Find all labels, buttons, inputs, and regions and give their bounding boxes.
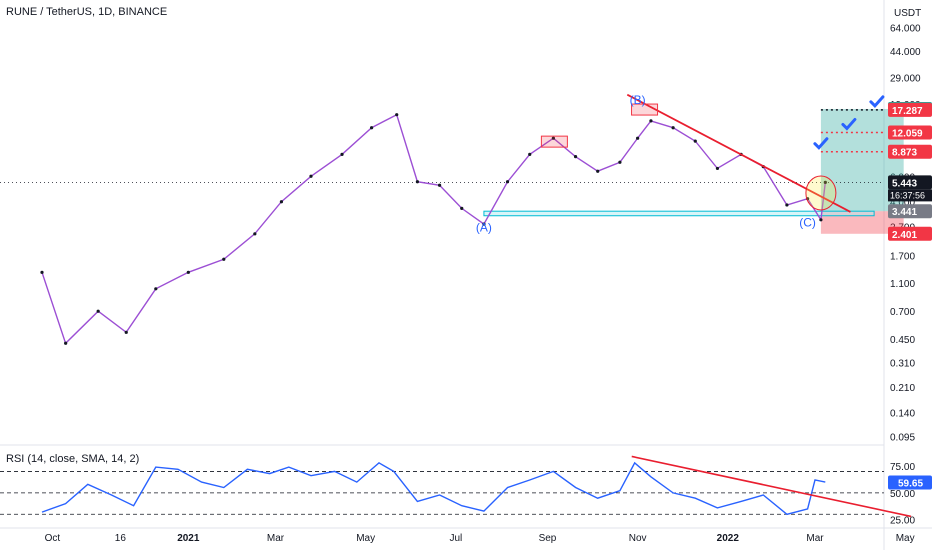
price-point [415,180,420,184]
price-tag-box [888,144,932,159]
price-tag: 5.443 [888,175,932,190]
price-point [460,206,464,210]
y-tick-label: 1.700 [890,251,915,262]
rsi-tick-label: 25.00 [890,516,915,527]
price-point [671,126,675,130]
price-tag-text: 12.059 [892,128,923,139]
price-point [222,257,226,261]
y-tick-label: 0.210 [890,383,915,394]
x-tick-label: 2021 [177,533,200,544]
countdown-box [888,189,932,202]
price-point [40,270,44,274]
wave-label: (C) [799,215,816,229]
peak-marker [631,103,659,116]
price-point [154,287,158,291]
price-point [279,200,284,204]
rsi-legend-label: RSI (14, close, SMA, 14, 2) [6,453,140,465]
price-tag-text: 17.287 [892,106,923,117]
y-tick-label: 0.140 [890,408,915,419]
price-tag: 3.441 [888,204,932,219]
price-point [636,136,640,140]
y-tick-label: 0.450 [890,335,915,346]
price-point [596,169,600,173]
price-point [369,126,374,130]
symbol-title: RUNE / TetherUS, 1D, BINANCE [6,6,168,18]
price-tag-text: 8.873 [892,148,917,159]
y-tick-label: 0.095 [890,433,915,444]
price-tag-text: 2.401 [892,230,917,241]
price-point [253,232,257,236]
wave-label: (B) [630,93,646,107]
price-tag-box [888,204,932,219]
checkmark-icon [813,137,829,150]
price-tag-text: 3.441 [892,207,917,218]
price-point [823,180,827,184]
price-point [96,309,100,313]
price-tag: 8.873 [888,144,932,159]
y-tick-label: 29.000 [890,73,921,84]
x-tick-label: 16 [115,533,127,544]
x-tick-label: May [356,533,375,544]
x-tick-label: Oct [45,533,61,544]
price-point [437,183,442,187]
x-tick-label: Jul [449,533,462,544]
price-point [785,203,789,207]
price-point [819,218,823,222]
price-point [693,139,697,143]
price-point [649,119,653,123]
rsi-line [41,461,826,516]
y-tick-label: 0.310 [890,358,915,369]
x-tick-label: Mar [267,533,285,544]
price-point [64,341,68,345]
y-axis-label: USDT [894,8,921,19]
rsi-tick-label: 75.00 [890,462,915,473]
price-point [309,174,313,178]
support-zone [483,210,875,217]
price-point [395,113,399,117]
price-trendline [626,93,851,213]
price-point [573,155,578,159]
price-tag: 2.401 [888,226,932,241]
price-tag-box [888,226,932,241]
rsi-value-tag [888,475,932,490]
price-tag-text: 5.443 [892,178,917,189]
x-tick-label: Mar [806,533,824,544]
x-tick-label: May [896,533,915,544]
rsi-trendline [631,455,912,518]
price-point [715,166,720,171]
x-tick-label: 2022 [717,533,740,544]
price-tag: 17.287 [888,102,932,117]
y-tick-label: 44.000 [890,47,921,58]
wave-label: (A) [476,220,492,234]
price-tag-box [888,125,932,140]
y-tick-label: 0.700 [890,307,915,318]
price-point [528,152,532,157]
price-point [551,136,555,140]
checkmark-icon [841,117,857,131]
price-tag-box [888,175,932,190]
countdown-text: 16:37:56 [890,190,925,200]
breakout-highlight [805,175,837,211]
rsi-tick-label: 50.00 [890,489,915,500]
y-tick-label: 4.000 [890,198,915,209]
price-point [482,222,486,226]
rsi-value-text: 59.65 [898,479,923,490]
peak-marker [540,135,568,148]
position-stop-zone [820,211,904,234]
y-tick-label: 1.100 [890,279,915,290]
x-tick-label: Sep [539,533,557,544]
price-point [340,152,344,157]
y-tick-label: 64.000 [890,24,921,35]
price-tag: 12.059 [888,125,932,139]
price-point [124,330,128,334]
price-point [186,270,190,274]
price-tag-box [888,102,932,117]
checkmark-icon [869,95,885,109]
price-point [505,180,510,184]
price-point [618,160,622,164]
x-tick-label: Nov [629,533,647,544]
price-series-line [41,113,826,345]
